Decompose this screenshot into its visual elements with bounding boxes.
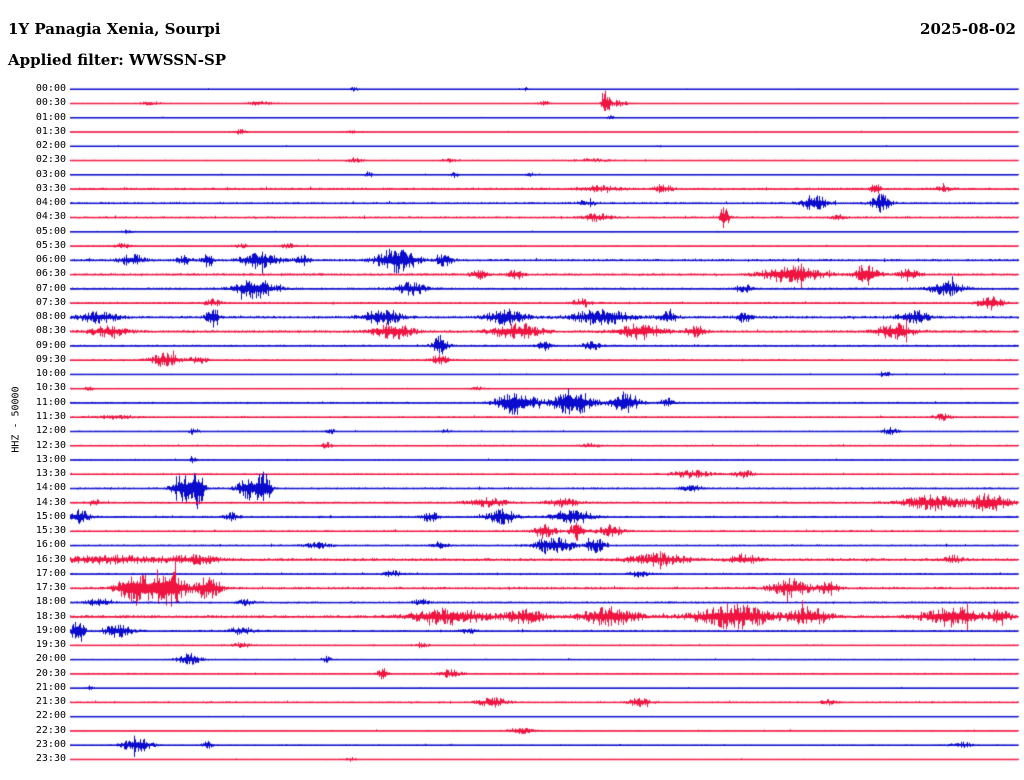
helicorder-screen: 1Y Panagia Xenia, Sourpi 2025-08-02 Appl… [0,0,1024,780]
helicorder-canvas [0,0,1024,780]
